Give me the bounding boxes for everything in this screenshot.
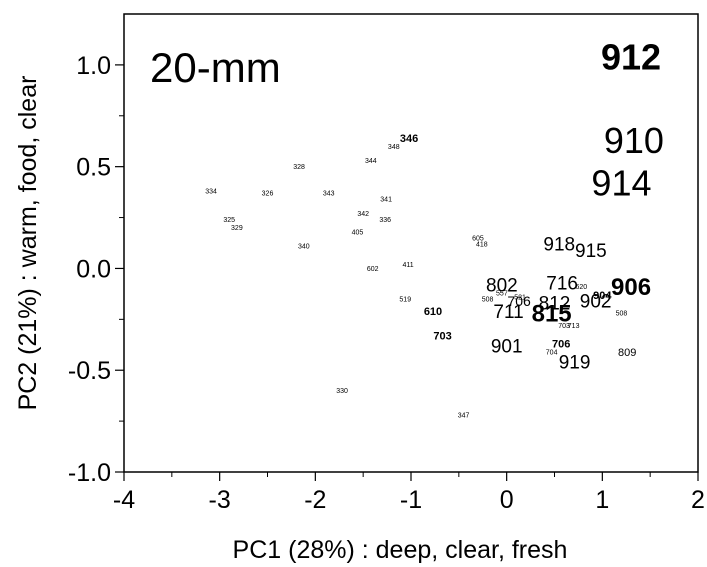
x-tick-label: -4 xyxy=(113,486,135,514)
point-label: 703 xyxy=(433,330,451,342)
point-label: 508 xyxy=(616,311,628,318)
point-label: 328 xyxy=(293,164,305,171)
x-tick-label: 0 xyxy=(500,486,514,514)
point-label: 914 xyxy=(591,163,651,204)
y-tick-label: 0.5 xyxy=(76,154,111,182)
point-label: 334 xyxy=(205,189,217,196)
point-label: 418 xyxy=(476,241,488,248)
point-label: 344 xyxy=(365,158,377,165)
x-tick-label: -3 xyxy=(209,486,231,514)
x-tick-label: 2 xyxy=(691,486,705,514)
point-label: 340 xyxy=(298,244,310,251)
point-label: 809 xyxy=(618,347,636,359)
point-label: 912 xyxy=(601,36,661,77)
point-label: 326 xyxy=(262,191,274,198)
point-label: 411 xyxy=(403,262,414,269)
x-tick-label: -2 xyxy=(304,486,326,514)
point-label: 336 xyxy=(379,217,391,224)
point-label: 918 xyxy=(543,235,575,256)
y-axis-label: PC2 (21%) : warm, food, clear xyxy=(14,76,42,411)
point-label: 703 xyxy=(558,323,570,330)
x-axis-label: PC1 (28%) : deep, clear, fresh xyxy=(233,536,568,564)
y-tick-label: 0.0 xyxy=(76,255,111,283)
point-label: 519 xyxy=(399,296,411,303)
point-label: 906 xyxy=(611,274,651,301)
point-label: 610 xyxy=(424,306,442,318)
point-label: 343 xyxy=(323,191,335,198)
point-label: 910 xyxy=(604,120,664,161)
y-tick-label: -1.0 xyxy=(68,459,111,487)
point-label: 706 xyxy=(552,339,570,351)
point-label: 325 xyxy=(223,217,235,224)
point-label: 901 xyxy=(491,336,523,357)
point-label: 713 xyxy=(568,323,580,330)
point-label: 405 xyxy=(352,229,364,236)
point-label: 605 xyxy=(472,235,484,242)
x-tick-label: -1 xyxy=(400,486,422,514)
point-label: 812 xyxy=(539,294,571,315)
point-label: 704 xyxy=(546,349,558,356)
y-tick-label: 1.0 xyxy=(76,52,111,80)
point-label: 919 xyxy=(559,353,591,374)
point-label: 620 xyxy=(575,284,587,291)
point-label: 329 xyxy=(231,225,243,232)
point-label: 711 xyxy=(493,302,523,323)
point-label: 706 xyxy=(507,293,531,309)
point-label: 342 xyxy=(357,211,369,218)
point-label: 521 xyxy=(514,294,526,301)
point-label: 348 xyxy=(388,144,400,151)
point-label: 508 xyxy=(482,296,494,303)
point-label: 602 xyxy=(367,266,379,273)
point-label: 330 xyxy=(336,388,348,395)
x-tick-label: 1 xyxy=(595,486,609,514)
chart-title: 20-mm xyxy=(150,44,281,91)
axis-ticks: -4 -3 -2 -1 0 1 2 -1.0 -0.5 0.0 0.5 1.0 xyxy=(68,52,705,514)
point-label: 557 xyxy=(496,290,508,297)
point-label: 815 xyxy=(532,301,572,328)
point-label: 802 xyxy=(486,275,518,296)
y-tick-label: -0.5 xyxy=(68,357,111,385)
point-label: 346 xyxy=(400,133,418,145)
point-label: 347 xyxy=(458,412,470,419)
point-label: 902 xyxy=(580,292,612,313)
point-label: 915 xyxy=(575,241,607,262)
point-label: 904 xyxy=(593,290,612,302)
point-label: 341 xyxy=(380,197,392,204)
point-label: 716 xyxy=(546,273,578,294)
